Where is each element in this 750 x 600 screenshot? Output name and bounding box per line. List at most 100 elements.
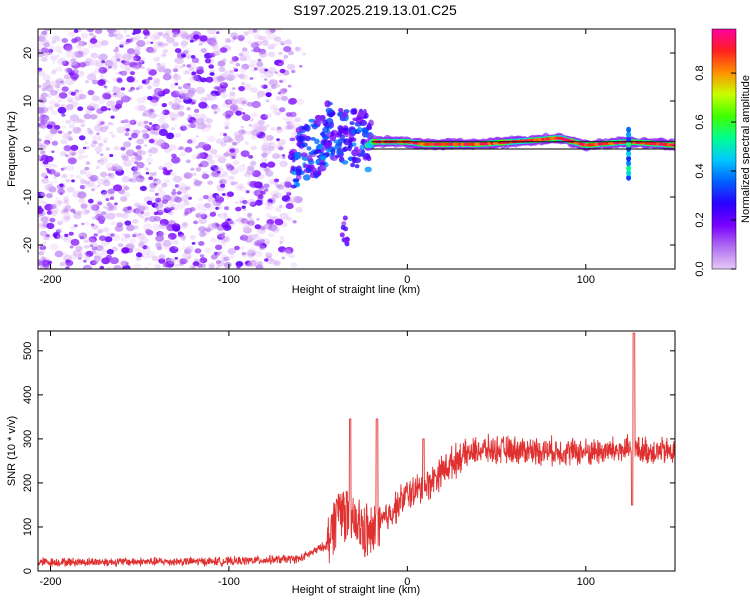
noise-speckle <box>258 166 265 171</box>
noise-speckle <box>114 53 120 58</box>
noise-speckle <box>181 123 186 127</box>
transition-blob <box>317 171 322 176</box>
noise-speckle <box>261 40 269 46</box>
noise-speckle <box>155 197 162 203</box>
noise-speckle <box>62 125 67 129</box>
noise-speckle <box>254 199 263 206</box>
noise-speckle <box>127 97 132 101</box>
noise-speckle <box>76 175 81 179</box>
noise-speckle <box>279 92 285 97</box>
noise-speckle <box>38 85 42 88</box>
noise-speckle <box>240 81 246 85</box>
noise-speckle <box>177 260 181 263</box>
colorbar-tick-label: 0.6 <box>694 114 706 129</box>
noise-speckle <box>80 179 87 185</box>
noise-speckle <box>209 72 215 76</box>
noise-speckle <box>153 178 158 182</box>
noise-speckle <box>198 180 203 184</box>
noise-speckle <box>56 234 63 239</box>
noise-speckle <box>112 29 121 35</box>
noise-speckle <box>106 90 111 95</box>
noise-speckle <box>56 99 63 104</box>
noise-speckle <box>63 74 71 80</box>
noise-speckle <box>275 96 282 101</box>
noise-speckle <box>261 134 271 142</box>
noise-speckle <box>214 223 220 227</box>
noise-speckle <box>224 40 229 44</box>
noise-speckle <box>171 127 175 130</box>
noise-speckle <box>151 256 159 261</box>
noise-speckle <box>67 131 72 135</box>
noise-speckle <box>54 45 62 52</box>
noise-speckle <box>145 245 151 250</box>
noise-speckle <box>108 65 112 69</box>
noise-speckle <box>208 64 214 69</box>
noise-speckle <box>268 205 274 210</box>
noise-speckle <box>101 257 111 265</box>
noise-speckle <box>164 32 169 36</box>
noise-speckle <box>85 146 90 150</box>
noise-speckle <box>195 66 201 71</box>
noise-speckle <box>164 42 169 47</box>
noise-speckle <box>118 71 123 75</box>
noise-speckle <box>221 239 226 244</box>
noise-speckle <box>106 212 116 220</box>
noise-speckle <box>93 210 100 215</box>
noise-speckle <box>254 233 259 237</box>
noise-speckle <box>81 222 85 226</box>
noise-speckle <box>296 99 305 105</box>
noise-speckle <box>257 119 265 126</box>
noise-speckle <box>67 186 75 193</box>
noise-speckle <box>274 36 282 42</box>
noise-speckle <box>216 138 224 144</box>
noise-speckle <box>215 50 222 56</box>
noise-speckle <box>236 141 241 144</box>
noise-speckle <box>159 218 169 226</box>
noise-speckle <box>66 186 75 193</box>
noise-speckle <box>185 245 195 253</box>
noise-speckle <box>68 231 74 236</box>
signal-mark <box>672 143 675 147</box>
noise-speckle <box>157 42 162 45</box>
noise-speckle <box>224 99 233 105</box>
noise-speckle <box>177 231 183 235</box>
noise-speckle <box>250 42 258 49</box>
noise-speckle <box>45 44 55 51</box>
noise-speckle <box>114 202 118 206</box>
noise-speckle <box>42 159 49 165</box>
noise-speckle <box>279 68 286 74</box>
noise-speckle <box>163 162 173 169</box>
y-tick-label: 10 <box>22 95 34 107</box>
noise-speckle <box>136 252 143 258</box>
noise-speckle <box>179 151 187 157</box>
noise-speckle <box>191 242 196 245</box>
noise-speckle <box>268 141 277 148</box>
noise-speckle <box>133 225 139 230</box>
transition-blob <box>361 149 366 157</box>
y-tick-label: 300 <box>22 430 34 448</box>
noise-speckle <box>137 240 145 246</box>
noise-speckle <box>265 241 270 245</box>
x-tick-label: 0 <box>404 576 410 588</box>
chart-title: S197.2025.219.13.01.C25 <box>293 2 457 18</box>
noise-speckle <box>250 129 260 137</box>
noise-speckle <box>63 252 68 256</box>
noise-speckle <box>251 170 261 178</box>
noise-speckle <box>264 70 274 78</box>
noise-speckle <box>192 58 198 63</box>
noise-speckle <box>264 68 269 72</box>
noise-speckle <box>272 153 280 160</box>
noise-speckle <box>106 206 113 212</box>
noise-speckle <box>146 67 152 72</box>
noise-speckle <box>45 234 50 238</box>
noise-speckle <box>125 149 135 157</box>
noise-speckle <box>134 104 144 112</box>
noise-speckle <box>139 214 143 218</box>
noise-speckle <box>251 100 261 109</box>
noise-speckle <box>88 236 97 243</box>
noise-speckle <box>178 77 183 81</box>
noise-speckle <box>239 186 247 192</box>
noise-speckle <box>140 66 145 70</box>
noise-speckle <box>64 134 70 138</box>
